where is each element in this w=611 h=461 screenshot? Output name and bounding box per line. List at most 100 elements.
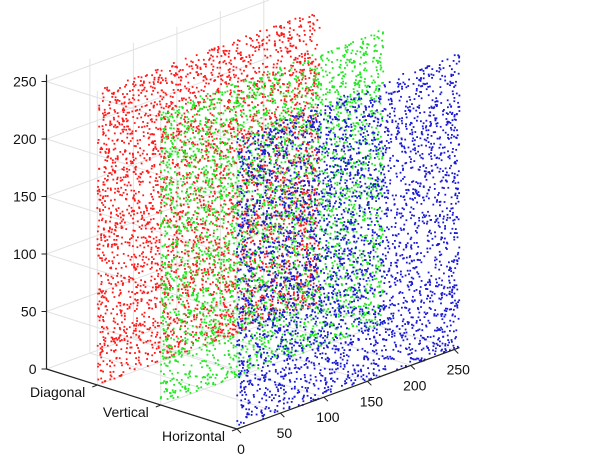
data-point — [235, 305, 238, 308]
data-point — [337, 266, 340, 268]
data-point — [273, 197, 276, 200]
data-point — [176, 127, 179, 130]
data-point — [224, 53, 227, 56]
data-point — [245, 210, 247, 213]
data-point — [331, 261, 334, 264]
data-point — [220, 218, 223, 220]
data-point — [282, 184, 285, 187]
data-point — [190, 65, 193, 67]
data-point — [151, 140, 154, 143]
data-point — [192, 120, 194, 122]
data-point — [296, 272, 299, 275]
data-point — [309, 265, 312, 268]
data-point — [176, 164, 179, 167]
data-point — [186, 188, 189, 191]
data-point — [148, 109, 151, 111]
data-point — [285, 133, 288, 135]
data-point — [175, 65, 178, 68]
data-point — [301, 193, 304, 195]
data-point — [215, 165, 218, 167]
data-point — [158, 209, 161, 212]
data-point — [105, 143, 108, 146]
data-point — [245, 172, 248, 175]
data-point — [218, 238, 221, 241]
data-point — [243, 59, 246, 62]
data-point — [109, 216, 112, 219]
data-point — [316, 288, 319, 290]
data-point — [289, 55, 292, 58]
data-point — [229, 229, 232, 231]
data-point — [186, 181, 188, 184]
data-point — [239, 263, 241, 266]
data-point — [222, 125, 225, 127]
data-point — [137, 324, 140, 327]
data-point — [168, 284, 171, 286]
data-point — [212, 155, 215, 158]
data-point — [133, 324, 135, 327]
data-point — [108, 282, 111, 285]
data-point — [170, 133, 173, 136]
data-point — [164, 335, 167, 338]
data-point — [113, 377, 116, 380]
data-point — [232, 105, 235, 108]
data-point — [309, 56, 311, 59]
data-point — [194, 226, 196, 229]
data-point — [111, 361, 113, 364]
data-point — [308, 344, 311, 347]
data-point — [273, 194, 276, 197]
data-point — [332, 86, 335, 89]
data-point — [275, 281, 278, 284]
data-point — [141, 224, 144, 227]
data-point — [239, 97, 242, 99]
data-point — [198, 247, 200, 249]
data-point — [233, 73, 235, 76]
data-point — [132, 197, 134, 200]
data-point — [132, 302, 135, 305]
data-point — [266, 255, 269, 258]
data-point — [121, 109, 124, 111]
data-point — [157, 286, 160, 289]
data-point — [120, 186, 123, 189]
data-point — [160, 206, 163, 209]
data-point — [261, 44, 264, 47]
data-point — [325, 268, 328, 270]
data-point — [176, 183, 179, 186]
data-point — [274, 44, 276, 47]
data-point — [222, 157, 225, 160]
data-point — [281, 148, 284, 151]
data-point — [193, 120, 196, 123]
data-point — [174, 263, 177, 266]
data-point — [194, 106, 196, 109]
data-point — [357, 164, 360, 166]
data-point — [280, 27, 283, 29]
data-point — [183, 312, 186, 315]
data-point — [283, 83, 285, 86]
data-point — [183, 141, 186, 144]
data-point — [288, 31, 291, 33]
data-point — [186, 327, 189, 330]
data-point — [283, 33, 285, 36]
data-point — [101, 326, 103, 328]
data-point — [198, 198, 201, 201]
data-point — [165, 197, 168, 200]
data-point — [187, 305, 190, 308]
data-point — [309, 29, 311, 32]
data-point — [212, 244, 215, 247]
data-point — [270, 88, 273, 90]
data-point — [255, 114, 258, 117]
data-point — [178, 173, 181, 176]
data-point — [249, 115, 252, 118]
data-point — [248, 208, 251, 211]
data-point — [248, 237, 251, 239]
data-point — [97, 186, 99, 188]
data-point — [309, 164, 311, 167]
data-point — [128, 352, 131, 354]
data-point — [184, 214, 187, 216]
data-point — [249, 62, 252, 65]
data-point — [140, 92, 143, 94]
data-point — [326, 278, 329, 280]
data-point — [147, 244, 150, 247]
data-point — [306, 264, 308, 267]
data-point — [107, 300, 110, 303]
data-point — [211, 98, 214, 101]
